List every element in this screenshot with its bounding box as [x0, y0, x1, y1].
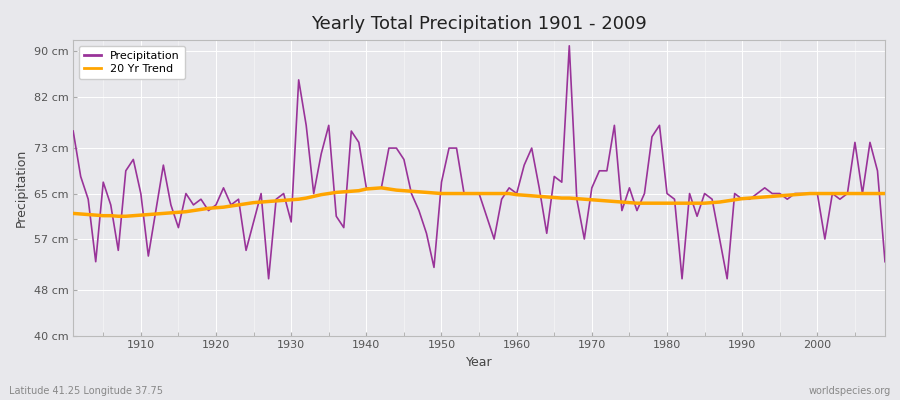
- Title: Yearly Total Precipitation 1901 - 2009: Yearly Total Precipitation 1901 - 2009: [311, 15, 647, 33]
- Text: worldspecies.org: worldspecies.org: [809, 386, 891, 396]
- Precipitation: [346, 129, 356, 134]
- Y-axis label: Precipitation: Precipitation: [15, 149, 28, 227]
- Precipitation: [68, 129, 78, 134]
- 20 Yr Trend: [68, 211, 78, 216]
- 20 Yr Trend: [526, 194, 537, 198]
- Precipitation: [564, 43, 575, 48]
- Legend: Precipitation, 20 Yr Trend: Precipitation, 20 Yr Trend: [78, 46, 185, 79]
- Line: Precipitation: Precipitation: [73, 46, 885, 279]
- 20 Yr Trend: [616, 200, 627, 204]
- Precipitation: [518, 163, 529, 168]
- Line: 20 Yr Trend: 20 Yr Trend: [73, 188, 885, 216]
- Precipitation: [301, 123, 311, 128]
- 20 Yr Trend: [301, 196, 311, 200]
- 20 Yr Trend: [879, 191, 890, 196]
- 20 Yr Trend: [135, 213, 146, 218]
- 20 Yr Trend: [346, 189, 356, 194]
- X-axis label: Year: Year: [466, 356, 492, 369]
- Precipitation: [879, 259, 890, 264]
- Precipitation: [263, 276, 274, 281]
- Precipitation: [616, 208, 627, 213]
- Text: Latitude 41.25 Longitude 37.75: Latitude 41.25 Longitude 37.75: [9, 386, 163, 396]
- 20 Yr Trend: [518, 193, 529, 198]
- Precipitation: [511, 191, 522, 196]
- Precipitation: [128, 157, 139, 162]
- 20 Yr Trend: [376, 186, 387, 190]
- 20 Yr Trend: [112, 214, 123, 219]
